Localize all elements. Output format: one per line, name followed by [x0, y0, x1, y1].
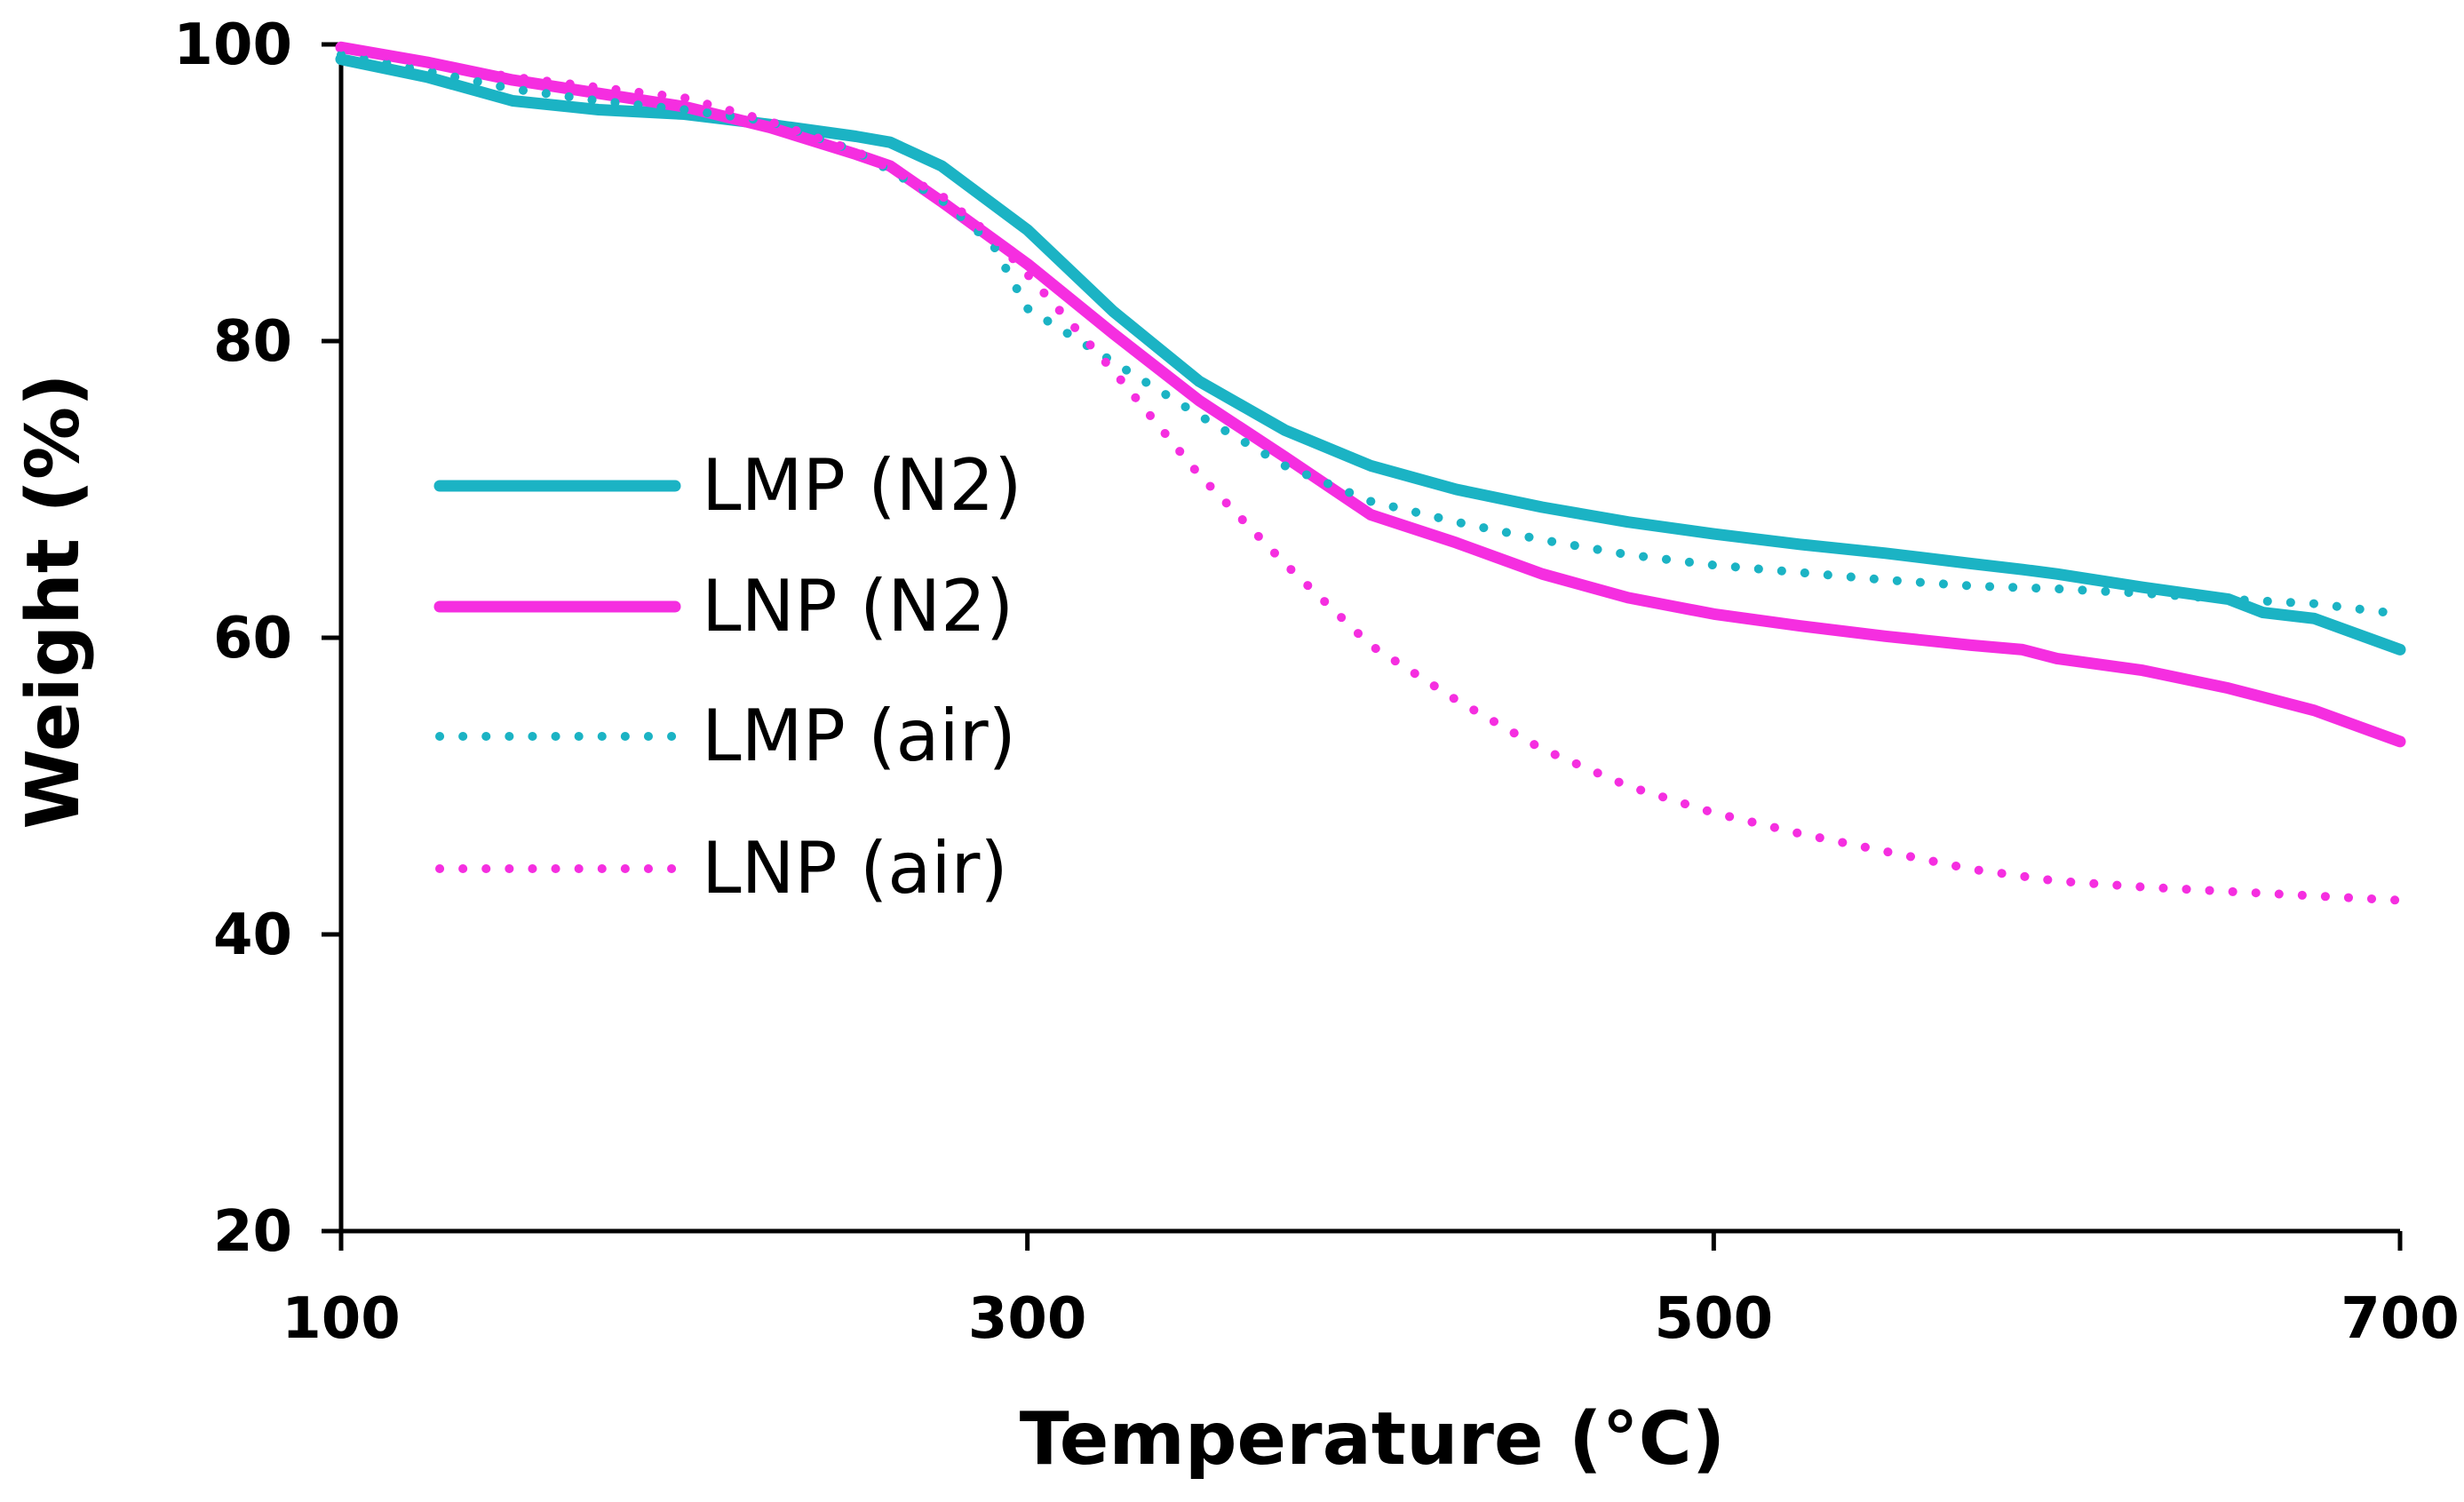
series-layer	[335, 41, 2406, 905]
series-line-lnp-air	[337, 43, 2404, 905]
legend-label-lnp-n2: LNP (N2)	[702, 565, 1013, 648]
y-tick-label: 100	[173, 12, 292, 78]
legend: LMP (N2) LNP (N2) LMP (air) LNP (air)	[433, 444, 1021, 910]
legend-label-lmp-n2: LMP (N2)	[702, 444, 1021, 527]
x-tick-label: 700	[2341, 1286, 2460, 1352]
series-line-lnp-n2	[335, 41, 2406, 748]
series-line-lmp-air	[337, 50, 2404, 619]
y-tick-label: 20	[213, 1199, 292, 1265]
legend-label-lmp-air: LMP (air)	[702, 695, 1016, 777]
legend-label-lnp-air: LNP (air)	[702, 827, 1008, 910]
y-tick-label: 60	[213, 606, 292, 672]
x-tick-label: 300	[968, 1286, 1087, 1352]
y-axis-title: Weight (%)	[12, 373, 96, 829]
series-line-lmp-n2	[335, 53, 2406, 656]
y-tick-label: 80	[213, 309, 292, 375]
x-axis-title: Temperature (°C)	[1020, 1397, 1726, 1482]
y-tick-label: 40	[213, 902, 292, 968]
plot-area: 100 300 500 700 20 40 60 80 100	[173, 12, 2459, 1352]
x-tick-label: 500	[1655, 1286, 1774, 1352]
y-axis-ticks: 20 40 60 80 100	[173, 12, 341, 1265]
x-axis-ticks: 100 300 500 700	[282, 1231, 2460, 1352]
x-tick-label: 100	[282, 1286, 401, 1352]
